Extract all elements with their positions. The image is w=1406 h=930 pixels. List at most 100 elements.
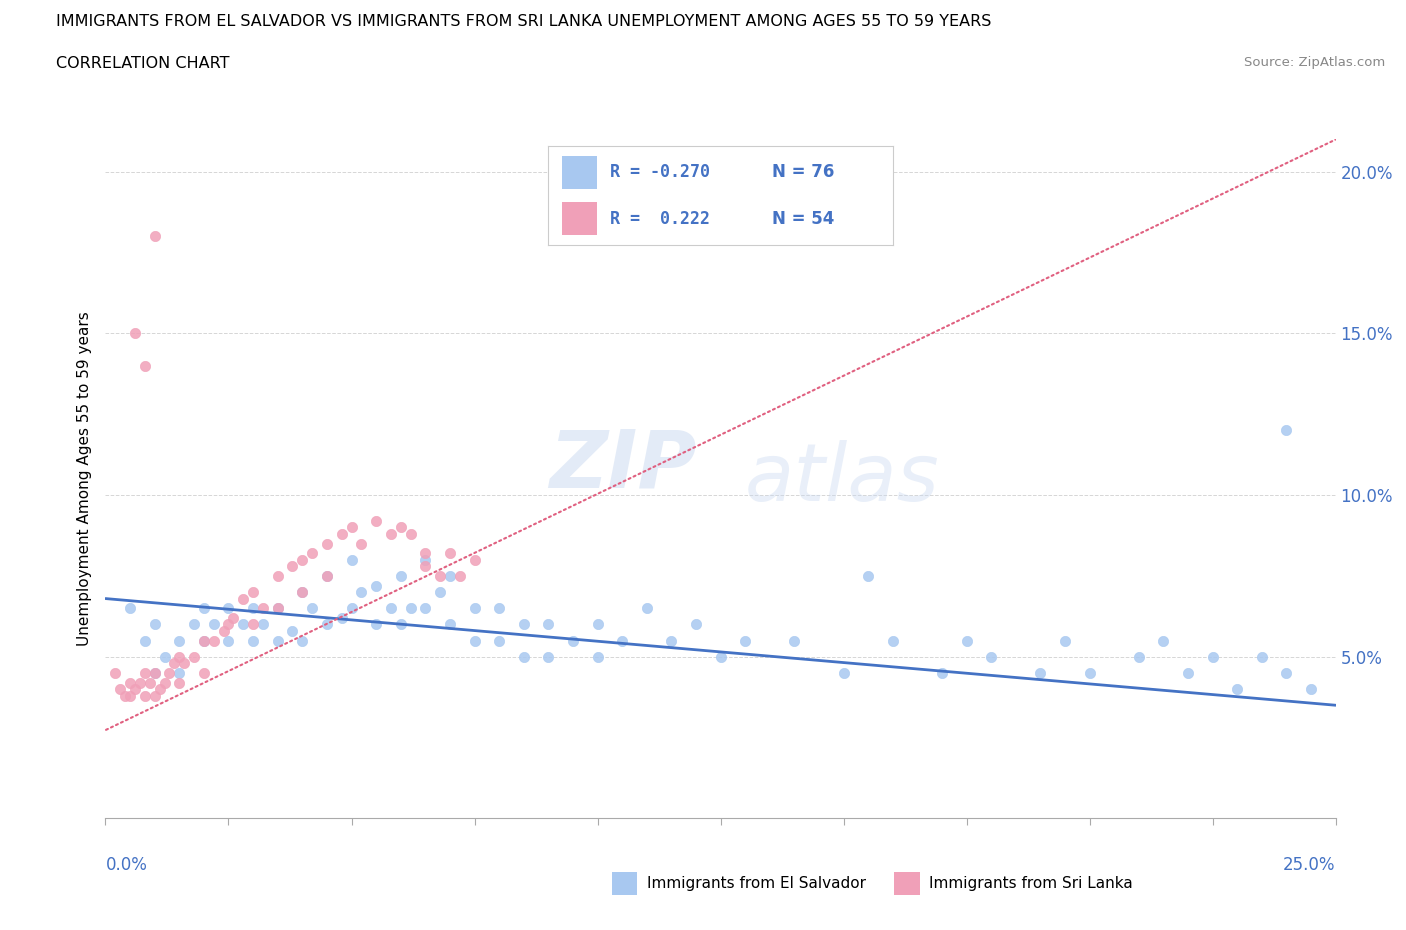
Point bbox=[330, 610, 353, 625]
Point bbox=[1029, 666, 1052, 681]
Point bbox=[169, 633, 191, 648]
Text: Immigrants from El Salvador: Immigrants from El Salvador bbox=[647, 876, 866, 891]
Point bbox=[562, 633, 585, 648]
Point bbox=[143, 666, 166, 681]
Point bbox=[143, 666, 166, 681]
Point bbox=[340, 552, 363, 567]
Point bbox=[110, 682, 132, 697]
Point bbox=[1226, 682, 1249, 697]
Point bbox=[153, 649, 176, 664]
Point bbox=[439, 568, 461, 583]
Text: CORRELATION CHART: CORRELATION CHART bbox=[56, 56, 229, 71]
Point bbox=[1078, 666, 1101, 681]
Text: R = -0.270: R = -0.270 bbox=[610, 164, 710, 181]
Point bbox=[120, 688, 141, 703]
Point bbox=[488, 633, 510, 648]
Point bbox=[513, 617, 536, 631]
Point bbox=[212, 623, 235, 638]
Point bbox=[169, 675, 191, 690]
Point bbox=[537, 649, 560, 664]
Point bbox=[315, 568, 337, 583]
Point bbox=[1177, 666, 1199, 681]
Point bbox=[340, 601, 363, 616]
Point bbox=[315, 537, 337, 551]
Point bbox=[389, 617, 412, 631]
Point bbox=[488, 601, 510, 616]
Point bbox=[439, 617, 461, 631]
Point bbox=[242, 601, 264, 616]
Point bbox=[858, 568, 880, 583]
Text: ZIP: ZIP bbox=[548, 426, 696, 504]
Point bbox=[449, 568, 471, 583]
Point bbox=[710, 649, 733, 664]
Point bbox=[242, 617, 264, 631]
Point bbox=[124, 326, 146, 341]
Point bbox=[389, 520, 412, 535]
Point bbox=[315, 617, 337, 631]
Point bbox=[399, 601, 422, 616]
Point bbox=[252, 601, 274, 616]
Point bbox=[120, 601, 141, 616]
Point bbox=[415, 559, 437, 574]
Point bbox=[153, 675, 176, 690]
Point bbox=[636, 601, 658, 616]
Point bbox=[232, 617, 254, 631]
Text: Source: ZipAtlas.com: Source: ZipAtlas.com bbox=[1244, 56, 1385, 69]
Point bbox=[380, 526, 402, 541]
Point bbox=[1202, 649, 1225, 664]
Point bbox=[129, 675, 152, 690]
Text: N = 54: N = 54 bbox=[772, 209, 835, 228]
Point bbox=[242, 633, 264, 648]
Point bbox=[232, 591, 254, 606]
Point bbox=[586, 649, 609, 664]
Point bbox=[193, 633, 215, 648]
Point bbox=[783, 633, 806, 648]
Bar bbox=[562, 156, 596, 189]
Point bbox=[366, 513, 388, 528]
Point bbox=[143, 229, 166, 244]
Text: 25.0%: 25.0% bbox=[1284, 856, 1336, 874]
Point bbox=[218, 617, 240, 631]
Point bbox=[399, 526, 422, 541]
Point bbox=[138, 675, 162, 690]
Point bbox=[315, 568, 337, 583]
Point bbox=[415, 601, 437, 616]
Point bbox=[429, 568, 451, 583]
Point bbox=[513, 649, 536, 664]
Point bbox=[143, 688, 166, 703]
Text: Immigrants from Sri Lanka: Immigrants from Sri Lanka bbox=[929, 876, 1133, 891]
Point bbox=[193, 666, 215, 681]
Point bbox=[193, 601, 215, 616]
Point bbox=[202, 633, 225, 648]
Point bbox=[301, 546, 323, 561]
Point bbox=[685, 617, 707, 631]
Point bbox=[134, 666, 156, 681]
Point bbox=[1153, 633, 1175, 648]
Point bbox=[291, 585, 314, 600]
Point bbox=[882, 633, 904, 648]
Text: N = 76: N = 76 bbox=[772, 164, 835, 181]
Point bbox=[832, 666, 855, 681]
Point bbox=[350, 537, 373, 551]
Point bbox=[301, 601, 323, 616]
Point bbox=[291, 585, 314, 600]
Text: atlas: atlas bbox=[745, 440, 941, 518]
Point bbox=[586, 617, 609, 631]
Point bbox=[291, 552, 314, 567]
Point bbox=[1301, 682, 1323, 697]
Point bbox=[120, 675, 141, 690]
Point bbox=[114, 688, 136, 703]
Point bbox=[1275, 666, 1298, 681]
Point bbox=[143, 617, 166, 631]
Point bbox=[291, 633, 314, 648]
Point bbox=[134, 358, 156, 373]
Point bbox=[931, 666, 953, 681]
Point bbox=[183, 649, 205, 664]
Point bbox=[1251, 649, 1274, 664]
Text: 0.0%: 0.0% bbox=[105, 856, 148, 874]
Point bbox=[439, 546, 461, 561]
Point bbox=[610, 633, 633, 648]
Point bbox=[222, 610, 245, 625]
Point bbox=[104, 666, 127, 681]
Point bbox=[537, 617, 560, 631]
